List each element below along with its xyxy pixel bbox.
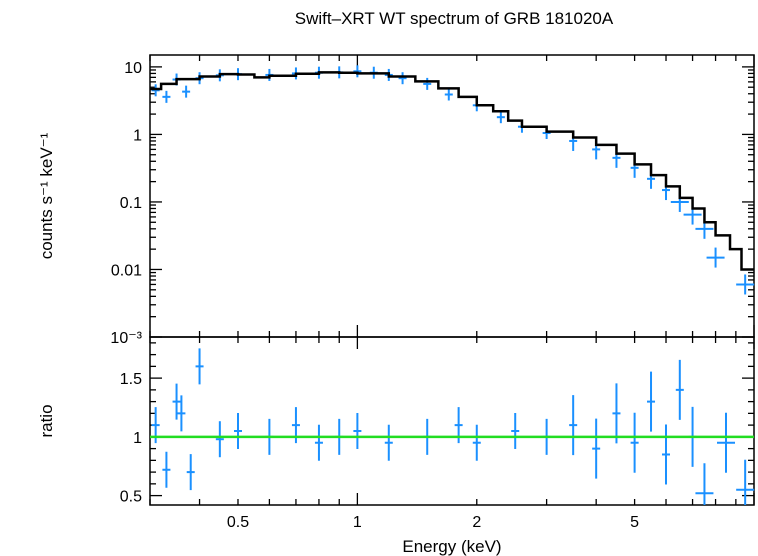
- spectrum-y-tick-label: 0.01: [111, 262, 142, 279]
- spectrum-model-line: [150, 71, 754, 271]
- ratio-y-axis-label: ratio: [37, 404, 56, 437]
- chart-title: Swift–XRT WT spectrum of GRB 181020A: [295, 9, 614, 28]
- x-tick-label: 0.5: [227, 514, 249, 531]
- ratio-y-tick-label: 1: [133, 430, 142, 447]
- spectrum-data-points: [151, 65, 755, 295]
- x-tick-label: 1: [353, 514, 362, 531]
- ratio-y-tick-label: 1.5: [120, 371, 142, 388]
- ratio-plot-frame: [149, 336, 755, 506]
- spectrum-plot-frame: [149, 54, 755, 338]
- x-axis-label: Energy (keV): [402, 537, 501, 556]
- spectrum-y-tick-label: 10: [124, 60, 142, 77]
- ratio-panel: 0.5 1 1.5 0.5 1 2 5 ratio Energy (keV): [37, 336, 755, 556]
- spectrum-model: [150, 71, 754, 271]
- spectrum-y-axis-label: counts s⁻¹ keV⁻¹: [37, 132, 56, 259]
- spectrum-y-tick-label: 0.1: [120, 195, 142, 212]
- ratio-data-points: [150, 348, 755, 505]
- spectrum-ticks: [149, 55, 755, 338]
- spectrum-y-tick-label: 10⁻³: [110, 330, 142, 347]
- spectrum-y-tick-labels: 10 1 0.1 0.01 10⁻³: [110, 60, 142, 347]
- ratio-ticks: [149, 337, 755, 505]
- ratio-y-tick-labels: 0.5 1 1.5: [120, 371, 142, 505]
- x-tick-label: 2: [472, 514, 481, 531]
- x-tick-labels: 0.5 1 2 5: [227, 514, 639, 531]
- spectrum-panel: 10 1 0.1 0.01 10⁻³ counts s⁻¹ keV⁻¹: [37, 54, 755, 347]
- spectrum-y-tick-label: 1: [133, 127, 142, 144]
- x-tick-label: 5: [630, 514, 639, 531]
- ratio-y-tick-label: 0.5: [120, 489, 142, 506]
